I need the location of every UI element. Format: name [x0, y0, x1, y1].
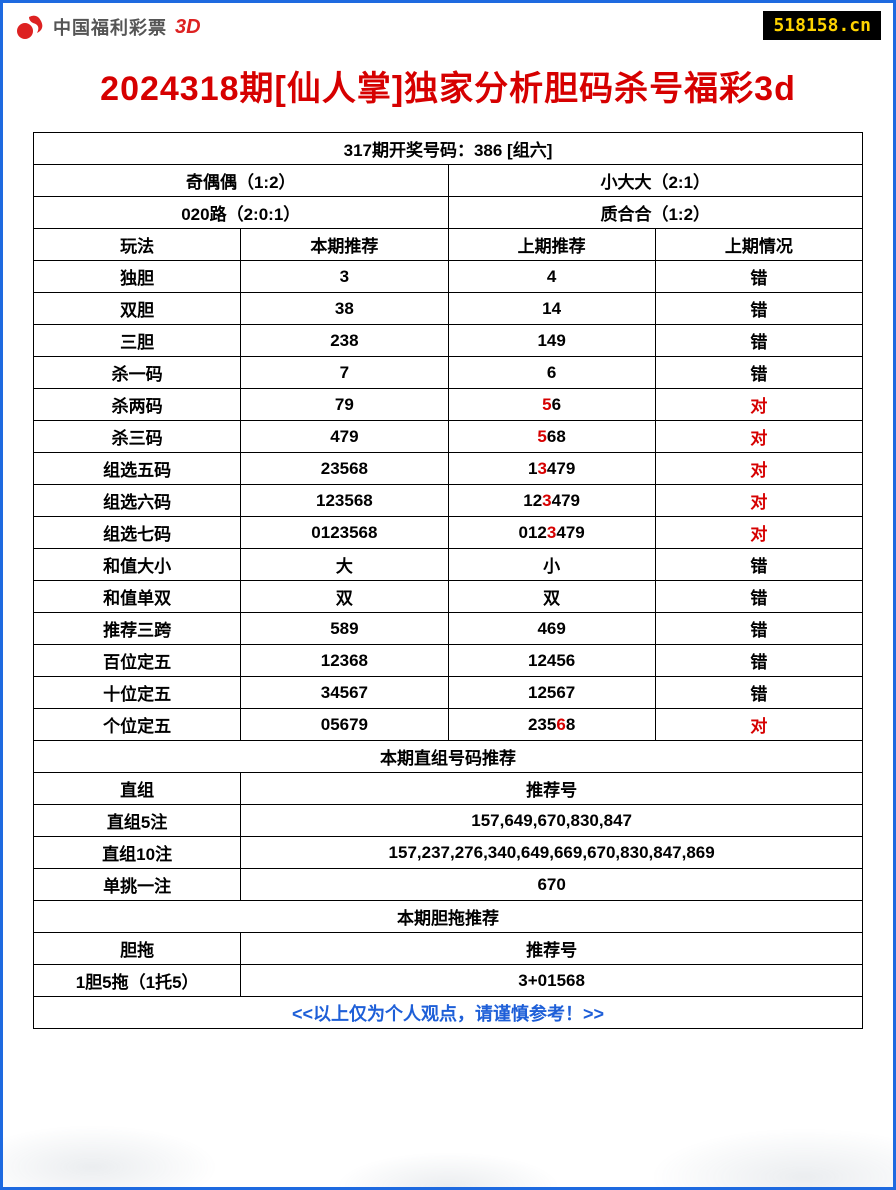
logo-text: 中国福利彩票 — [53, 14, 167, 40]
current-5: 479 — [241, 421, 448, 453]
col-header-0: 玩法 — [34, 229, 241, 261]
result-2: 错 — [655, 325, 862, 357]
result-13: 错 — [655, 677, 862, 709]
section1-title: 本期直组号码推荐 — [34, 741, 863, 773]
pair-left-0: 奇偶偶（1:2） — [34, 165, 449, 197]
previous-12: 12456 — [448, 645, 655, 677]
previous-14: 23568 — [448, 709, 655, 741]
header-bar: 中国福利彩票 3D 518158.cn — [3, 3, 893, 43]
s1-left-1: 直组10注 — [34, 837, 241, 869]
previous-3: 6 — [448, 357, 655, 389]
s1-left-2: 单挑一注 — [34, 869, 241, 901]
site-badge: 518158.cn — [763, 11, 881, 40]
current-14: 05679 — [241, 709, 448, 741]
current-6: 23568 — [241, 453, 448, 485]
previous-10: 双 — [448, 581, 655, 613]
col-header-1: 本期推荐 — [241, 229, 448, 261]
current-3: 7 — [241, 357, 448, 389]
previous-7: 123479 — [448, 485, 655, 517]
current-11: 589 — [241, 613, 448, 645]
play-13: 十位定五 — [34, 677, 241, 709]
result-9: 错 — [655, 549, 862, 581]
play-8: 组选七码 — [34, 517, 241, 549]
current-13: 34567 — [241, 677, 448, 709]
result-1: 错 — [655, 293, 862, 325]
play-4: 杀两码 — [34, 389, 241, 421]
footer-note: <<以上仅为个人观点，请谨慎参考！>> — [34, 997, 863, 1029]
result-10: 错 — [655, 581, 862, 613]
previous-8: 0123479 — [448, 517, 655, 549]
play-2: 三胆 — [34, 325, 241, 357]
play-12: 百位定五 — [34, 645, 241, 677]
previous-2: 149 — [448, 325, 655, 357]
col-header-3: 上期情况 — [655, 229, 862, 261]
pair-right-1: 质合合（1:2） — [448, 197, 863, 229]
result-4: 对 — [655, 389, 862, 421]
previous-1: 14 — [448, 293, 655, 325]
previous-9: 小 — [448, 549, 655, 581]
previous-4: 56 — [448, 389, 655, 421]
logo-area: 中国福利彩票 3D — [15, 11, 201, 43]
result-3: 错 — [655, 357, 862, 389]
play-10: 和值单双 — [34, 581, 241, 613]
result-11: 错 — [655, 613, 862, 645]
current-0: 3 — [241, 261, 448, 293]
previous-5: 568 — [448, 421, 655, 453]
play-9: 和值大小 — [34, 549, 241, 581]
page-title: 2024318期[仙人掌]独家分析胆码杀号福彩3d — [3, 61, 893, 110]
current-12: 12368 — [241, 645, 448, 677]
section2-title: 本期胆拖推荐 — [34, 901, 863, 933]
lottery-logo-icon — [15, 11, 47, 43]
result-7: 对 — [655, 485, 862, 517]
current-8: 0123568 — [241, 517, 448, 549]
s1-left-0: 直组5注 — [34, 805, 241, 837]
result-14: 对 — [655, 709, 862, 741]
play-3: 杀一码 — [34, 357, 241, 389]
pair-left-1: 020路（2:0:1） — [34, 197, 449, 229]
section1-h-right: 推荐号 — [241, 773, 863, 805]
s1-right-2: 670 — [241, 869, 863, 901]
play-5: 杀三码 — [34, 421, 241, 453]
play-14: 个位定五 — [34, 709, 241, 741]
logo-3d-suffix: 3D — [175, 16, 201, 39]
current-10: 双 — [241, 581, 448, 613]
section2-h-left: 胆拖 — [34, 933, 241, 965]
result-6: 对 — [655, 453, 862, 485]
previous-6: 13479 — [448, 453, 655, 485]
play-11: 推荐三跨 — [34, 613, 241, 645]
previous-13: 12567 — [448, 677, 655, 709]
current-2: 238 — [241, 325, 448, 357]
pair-right-0: 小大大（2:1） — [448, 165, 863, 197]
previous-11: 469 — [448, 613, 655, 645]
current-7: 123568 — [241, 485, 448, 517]
s2-left-0: 1胆5拖（1托5） — [34, 965, 241, 997]
play-0: 独胆 — [34, 261, 241, 293]
current-1: 38 — [241, 293, 448, 325]
play-1: 双胆 — [34, 293, 241, 325]
play-6: 组选五码 — [34, 453, 241, 485]
result-0: 错 — [655, 261, 862, 293]
result-8: 对 — [655, 517, 862, 549]
play-7: 组选六码 — [34, 485, 241, 517]
col-header-2: 上期推荐 — [448, 229, 655, 261]
analysis-table: 317期开奖号码：386 [组六]奇偶偶（1:2）小大大（2:1）020路（2:… — [33, 132, 863, 1029]
previous-0: 4 — [448, 261, 655, 293]
content: 317期开奖号码：386 [组六]奇偶偶（1:2）小大大（2:1）020路（2:… — [3, 132, 893, 1041]
section1-h-left: 直组 — [34, 773, 241, 805]
section2-h-right: 推荐号 — [241, 933, 863, 965]
current-4: 79 — [241, 389, 448, 421]
result-12: 错 — [655, 645, 862, 677]
s1-right-0: 157,649,670,830,847 — [241, 805, 863, 837]
current-9: 大 — [241, 549, 448, 581]
s2-right-0: 3+01568 — [241, 965, 863, 997]
draw-result-row: 317期开奖号码：386 [组六] — [34, 133, 863, 165]
s1-right-1: 157,237,276,340,649,669,670,830,847,869 — [241, 837, 863, 869]
result-5: 对 — [655, 421, 862, 453]
